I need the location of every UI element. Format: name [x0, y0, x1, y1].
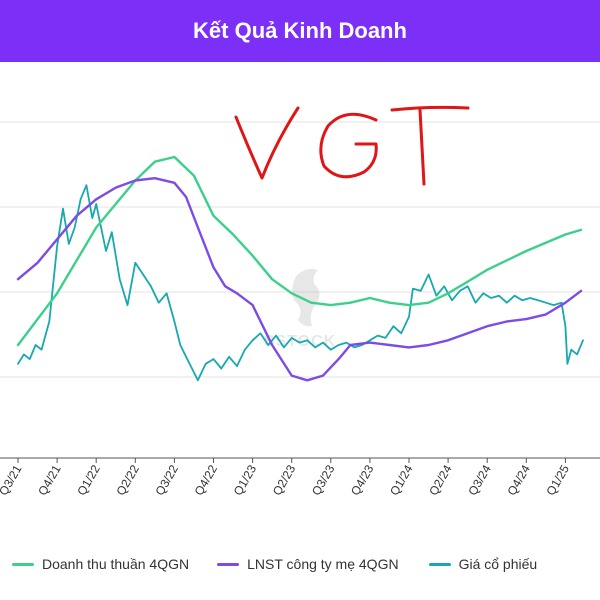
x-tick-label-14: Q1/25 — [544, 462, 573, 498]
x-tick-label-13: Q4/24 — [504, 462, 533, 498]
watermark-horse-icon — [292, 268, 320, 327]
handwritten-letter-v — [234, 106, 300, 180]
x-tick-label-1: Q4/21 — [35, 462, 64, 498]
business-results-chart: SSTOCK Q3/21 Q4/21 Q1/22 Q2/22 Q3/22 Q4/22 Q1/… — [0, 105, 600, 498]
legend-label-0: Doanh thu thuần 4QGN — [42, 556, 190, 572]
x-tick-label-4: Q3/22 — [153, 462, 182, 498]
x-axis: Q3/21 Q4/21 Q1/22 Q2/22 Q3/22 Q4/22 Q1/23 Q2/23… — [0, 457, 600, 498]
handwritten-vgt-annotation — [234, 105, 470, 186]
legend-label-1: LNST công ty mẹ 4QGN — [247, 556, 399, 572]
legend-item-2[interactable]: Giá cổ phiếu — [428, 556, 538, 572]
handwritten-letter-g — [319, 112, 378, 179]
legend-label-2: Giá cổ phiếu — [458, 556, 538, 572]
x-tick-label-6: Q1/23 — [231, 462, 260, 498]
x-tick-label-7: Q2/23 — [270, 462, 299, 498]
x-tick-label-11: Q2/24 — [426, 462, 455, 498]
x-tick-label-9: Q4/23 — [348, 462, 377, 498]
series-line-1 — [16, 177, 583, 382]
x-tick-label-8: Q3/23 — [309, 462, 338, 498]
handwritten-letter-t-bar — [390, 105, 470, 112]
chart-title: Kết Quả Kinh Doanh — [193, 18, 407, 43]
legend-swatch-1 — [217, 562, 240, 566]
chart-legend: Doanh thu thuần 4QGN LNST công ty mẹ 4QGN… — [0, 552, 600, 576]
handwritten-letter-t-stem — [418, 108, 426, 186]
chart-header: Kết Quả Kinh Doanh — [0, 0, 600, 62]
series-lines — [16, 155, 584, 382]
x-tick-label-5: Q4/22 — [192, 462, 221, 498]
x-tick-label-2: Q1/22 — [74, 462, 103, 498]
legend-swatch-2 — [428, 562, 451, 566]
x-tick-label-10: Q1/24 — [387, 462, 416, 498]
series-line-0 — [16, 155, 583, 347]
legend-swatch-0 — [12, 562, 34, 566]
x-tick-label-12: Q3/24 — [465, 462, 494, 498]
x-tick-label-0: Q3/21 — [0, 462, 25, 498]
legend-item-0[interactable]: Doanh thu thuần 4QGN — [12, 556, 189, 572]
legend-item-1[interactable]: LNST công ty mẹ 4QGN — [217, 556, 399, 572]
series-line-2 — [17, 184, 584, 382]
x-tick-label-3: Q2/22 — [113, 462, 142, 498]
